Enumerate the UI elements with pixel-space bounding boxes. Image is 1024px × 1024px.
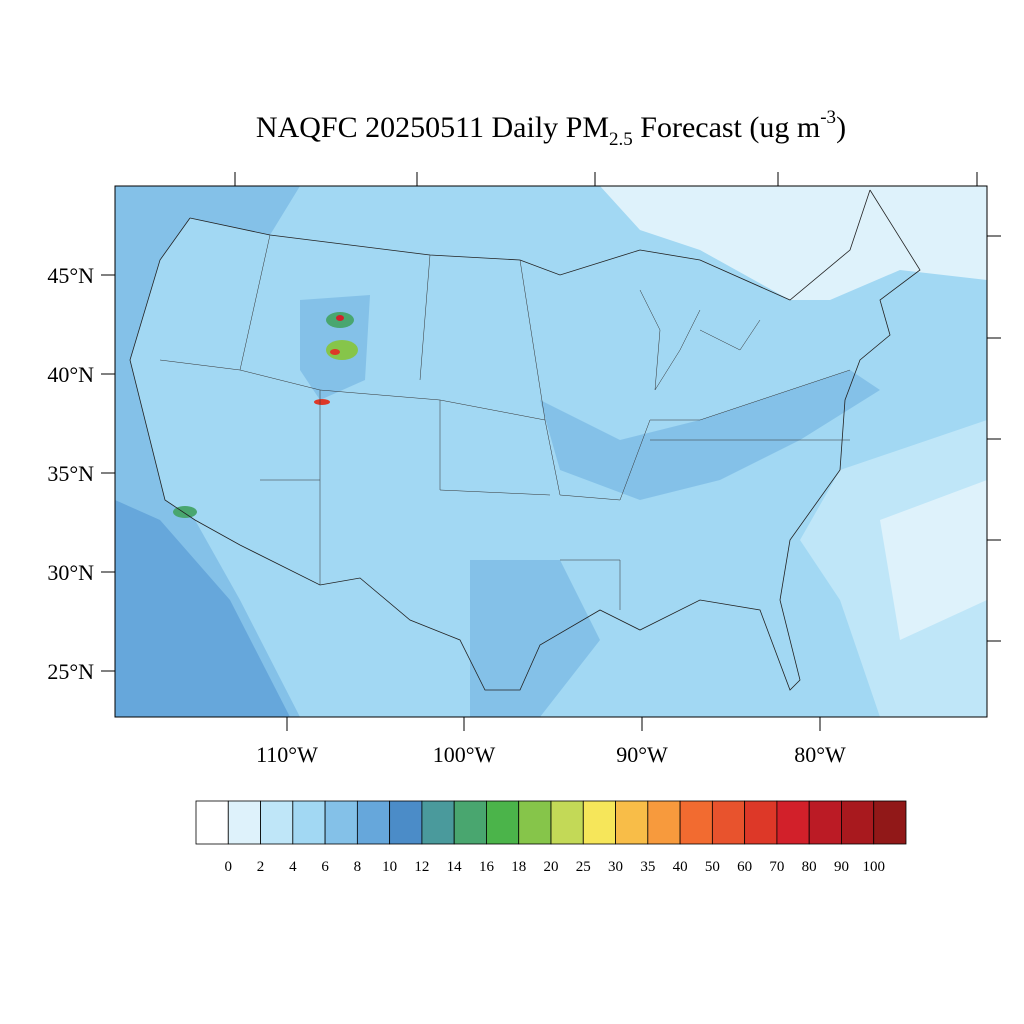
colorbar-box — [260, 800, 294, 845]
colorbar-label: 0 — [225, 859, 233, 875]
colorbar: 0 2 4 6 8 10 12 14 16 18 20 25 30 35 40 50 60 70 80 90 100 — [195, 800, 907, 875]
lon-label: 90°W — [616, 742, 668, 767]
title-end: ) — [836, 111, 846, 144]
colorbar-box — [421, 800, 455, 845]
colorbar-label: 14 — [447, 859, 463, 875]
colorbar-label: 80 — [802, 859, 817, 875]
coastline — [129, 189, 921, 691]
title-main: NAQFC 20250511 Daily PM — [256, 111, 609, 144]
lat-label: 30°N — [47, 560, 94, 585]
colorbar-label: 50 — [705, 859, 720, 875]
colorbar-label: 16 — [479, 859, 495, 875]
lon-label: 80°W — [794, 742, 846, 767]
plume-gulf — [470, 560, 600, 717]
colorbar-box — [195, 800, 229, 845]
colorbar-box — [486, 800, 520, 845]
colorbar-label: 10 — [382, 859, 397, 875]
northern-border — [189, 189, 871, 301]
lon-label: 110°W — [256, 742, 318, 767]
fire-core-1 — [336, 315, 344, 321]
colorbar-label: 2 — [257, 859, 265, 875]
colorbar-label: 70 — [769, 859, 784, 875]
colorbar-box — [776, 800, 810, 845]
colorbar-box — [841, 800, 875, 845]
colorbar-label: 40 — [673, 859, 688, 875]
title-sup: -3 — [820, 107, 836, 128]
colorbar-box — [292, 800, 326, 845]
colorbar-label: 18 — [511, 859, 526, 875]
canada-low — [600, 186, 987, 300]
lat-label: 35°N — [47, 461, 94, 486]
colorbar-box — [324, 800, 358, 845]
colorbar-box — [550, 800, 584, 845]
map — [101, 172, 1001, 731]
colorbar-label: 35 — [640, 859, 655, 875]
colorbar-box — [615, 800, 649, 845]
colorbar-box — [582, 800, 616, 845]
colorbar-label: 100 — [862, 859, 885, 875]
colorbar-label: 8 — [354, 859, 362, 875]
colorbar-box — [389, 800, 423, 845]
map-frame — [114, 185, 988, 718]
colorbar-label: 90 — [834, 859, 849, 875]
fire-core-2 — [330, 349, 340, 355]
colorbar-label: 30 — [608, 859, 623, 875]
pacific-high — [115, 500, 290, 717]
colorbar-label: 60 — [737, 859, 752, 875]
colorbar-label: 4 — [289, 859, 297, 875]
title-sub: 2.5 — [609, 129, 633, 150]
colorbar-box — [227, 800, 261, 845]
lon-label: 100°W — [433, 742, 496, 767]
frame-ticks — [101, 172, 1001, 731]
title-mid: Forecast (ug m — [633, 111, 820, 144]
state-lines — [159, 234, 851, 610]
colorbar-box — [808, 800, 842, 845]
colorbar-box — [679, 800, 713, 845]
colorbar-box — [873, 800, 907, 845]
colorbar-box — [518, 800, 552, 845]
colorbar-label: 12 — [414, 859, 429, 875]
great-lakes — [639, 289, 761, 391]
fire-2 — [326, 340, 358, 360]
lat-label: 45°N — [47, 263, 94, 288]
colorbar-box — [453, 800, 487, 845]
colorbar-box — [356, 800, 391, 845]
plume-east — [540, 370, 880, 500]
colorbar-label: 6 — [321, 859, 329, 875]
colorbar-box — [647, 800, 681, 845]
colorbar-label: 20 — [544, 859, 559, 875]
fire-core-3 — [314, 399, 330, 405]
colorbar-label: 25 — [576, 859, 591, 875]
atlantic-low — [880, 480, 987, 640]
lat-label: 25°N — [47, 659, 94, 684]
colorbar-box — [711, 800, 746, 845]
title: NAQFC 20250511 Daily PM2.5 Forecast (ug … — [256, 107, 846, 150]
lat-label: 40°N — [47, 362, 94, 387]
colorbar-box — [744, 800, 778, 845]
